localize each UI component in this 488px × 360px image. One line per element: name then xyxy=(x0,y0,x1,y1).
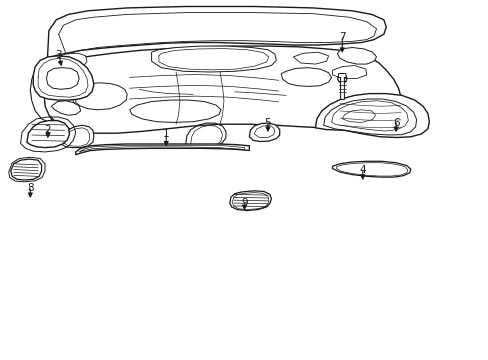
Polygon shape xyxy=(53,53,87,68)
Polygon shape xyxy=(27,121,69,148)
Text: 4: 4 xyxy=(359,166,366,175)
Polygon shape xyxy=(281,68,331,86)
Text: 8: 8 xyxy=(27,184,34,193)
Polygon shape xyxy=(46,68,79,89)
Polygon shape xyxy=(337,48,376,64)
Polygon shape xyxy=(293,52,328,64)
Polygon shape xyxy=(249,123,279,141)
Polygon shape xyxy=(129,100,221,122)
Polygon shape xyxy=(51,101,81,115)
Text: 5: 5 xyxy=(264,118,271,127)
Polygon shape xyxy=(30,59,53,122)
Text: 3: 3 xyxy=(55,50,62,60)
Polygon shape xyxy=(229,191,271,211)
Text: 7: 7 xyxy=(338,32,345,42)
Polygon shape xyxy=(76,83,127,110)
Polygon shape xyxy=(332,161,410,177)
Text: 6: 6 xyxy=(392,118,399,127)
Polygon shape xyxy=(33,56,94,100)
Polygon shape xyxy=(76,144,249,155)
Polygon shape xyxy=(61,125,94,148)
Polygon shape xyxy=(151,46,276,72)
Polygon shape xyxy=(338,73,346,77)
Text: 1: 1 xyxy=(163,130,169,139)
Polygon shape xyxy=(11,159,41,180)
Polygon shape xyxy=(315,94,428,138)
Polygon shape xyxy=(45,6,386,77)
Polygon shape xyxy=(332,66,366,78)
Text: 9: 9 xyxy=(241,198,247,208)
Polygon shape xyxy=(44,46,400,133)
Text: 2: 2 xyxy=(44,125,51,135)
